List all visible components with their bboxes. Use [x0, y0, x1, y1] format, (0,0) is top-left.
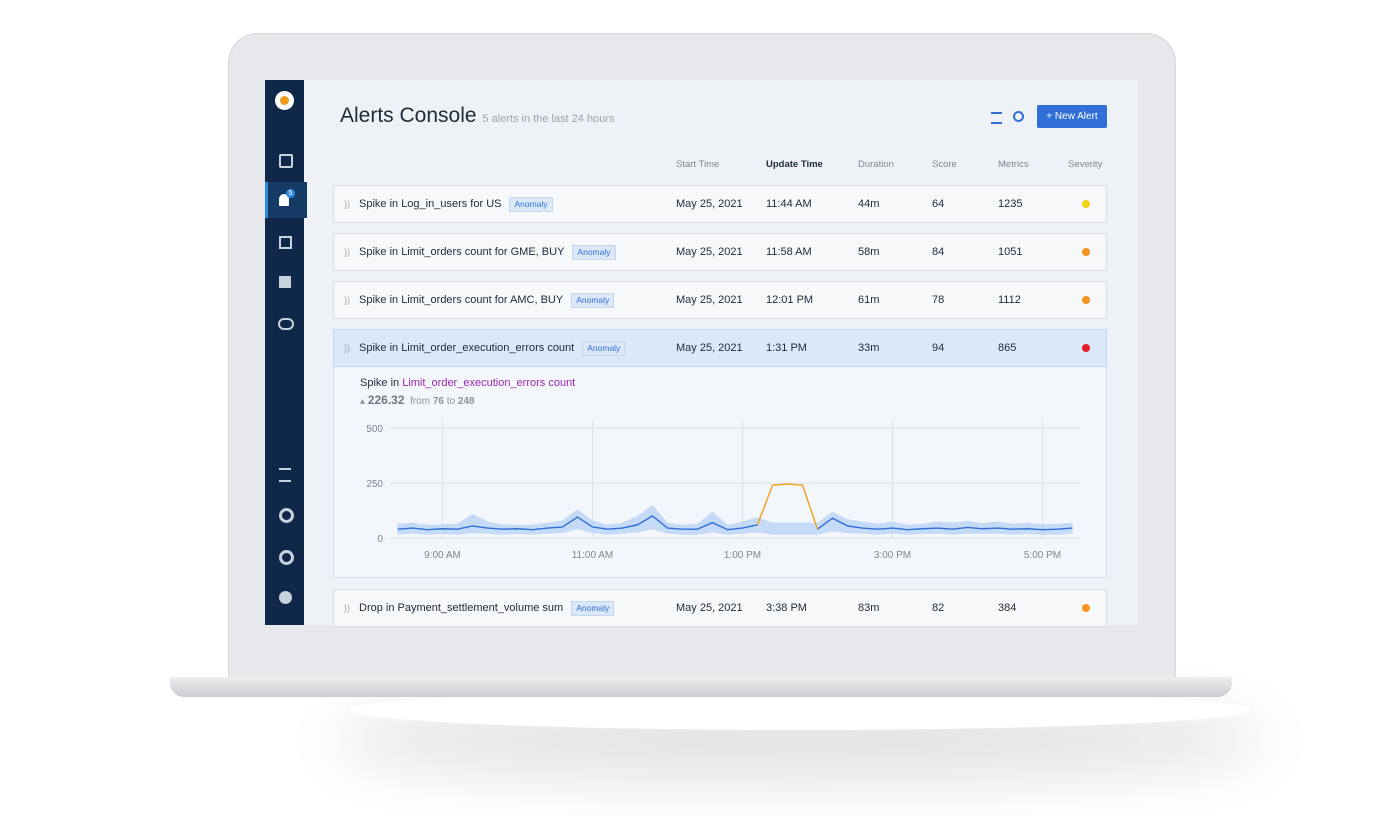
detail-change: ▴ 226.32 from 76 to 248 [360, 393, 475, 407]
alert-name: Spike in Limit_order_execution_errors co… [359, 330, 626, 366]
tag: Anomaly [571, 292, 615, 308]
tag: Anomaly [509, 196, 553, 212]
detail-panel: Spike in Limit_order_execution_errors co… [333, 367, 1107, 578]
to-word: to [446, 396, 456, 407]
alert-row[interactable]: )) Spike in Limit_orders count for AMC, B… [333, 281, 1107, 319]
alert-name: Spike in Limit_orders count for AMC, BUY… [359, 282, 615, 318]
cell: 58m [858, 246, 880, 258]
cell: 78 [932, 294, 945, 306]
alert-title: Spike in Limit_orders count for GME, BUY [359, 246, 565, 258]
cell: 83m [858, 602, 880, 614]
cell: 3:38 PM [766, 602, 807, 614]
cell: May 25, 2021 [676, 342, 743, 354]
alert-row[interactable]: )) Spike in Limit_order_execution_errors … [333, 329, 1107, 367]
cell: May 25, 2021 [676, 602, 743, 614]
column-header: Score [932, 159, 957, 170]
nav-icon[interactable] [279, 154, 293, 168]
refresh-icon[interactable] [1013, 111, 1024, 122]
row-icon: )) [344, 343, 350, 353]
detail-metric[interactable]: Limit_order_execution_errors count [402, 377, 576, 389]
from-word: from [410, 396, 431, 407]
alert-title: Spike in Limit_order_execution_errors co… [359, 342, 575, 354]
tag: Anomaly [582, 340, 626, 356]
column-header: Start Time [676, 159, 720, 170]
tag: Anomaly [572, 244, 616, 260]
column-header[interactable]: Update Time [766, 159, 823, 170]
filter-icon[interactable] [991, 112, 1002, 124]
cell: May 25, 2021 [676, 198, 743, 210]
cell: 84 [932, 246, 945, 258]
nav-icon[interactable] [279, 508, 294, 523]
new-alert-button[interactable]: + New Alert [1037, 105, 1107, 128]
cell: 1051 [998, 246, 1023, 258]
row-icon: )) [344, 199, 350, 209]
cell: 1235 [998, 198, 1023, 210]
column-header: Metrics [998, 159, 1029, 170]
alert-row[interactable]: )) Drop in Payment_settlement_volume sum A… [333, 589, 1107, 627]
nav-icon[interactable] [279, 468, 291, 482]
nav-icon[interactable] [279, 550, 294, 565]
alert-name: Spike in Limit_orders count for GME, BUY… [359, 234, 616, 270]
nav-icon[interactable] [279, 276, 291, 288]
detail-title: Spike in Limit_order_execution_errors co… [360, 377, 575, 389]
alert-title: Drop in Payment_settlement_volume sum [359, 602, 564, 614]
cell: 12:01 PM [766, 294, 814, 306]
cell: 865 [998, 342, 1017, 354]
subtitle: 5 alerts in the last 24 hours [482, 113, 615, 125]
severity-dot [1082, 248, 1090, 256]
nav-icon[interactable] [279, 236, 292, 249]
alert-row[interactable]: )) Spike in Log_in_users for US Anomaly May… [333, 185, 1107, 223]
row-icon: )) [344, 295, 350, 305]
logo [275, 91, 294, 110]
laptop-base [170, 677, 1232, 697]
column-header: Severity [1068, 159, 1103, 170]
alert-name: Spike in Log_in_users for US Anomaly [359, 186, 553, 222]
nav-icon[interactable] [279, 194, 289, 206]
page-title: Alerts Console 5 alerts in the last 24 h… [340, 104, 614, 128]
alert-row[interactable]: )) Spike in Limit_orders count for GME, B… [333, 233, 1107, 271]
cell: May 25, 2021 [676, 246, 743, 258]
from-value: 76 [432, 396, 444, 407]
sidebar: 5 [265, 80, 307, 625]
cell: 82 [932, 602, 945, 614]
severity-dot [1082, 296, 1090, 304]
alert-title: Spike in Limit_orders count for AMC, BUY [359, 294, 564, 306]
detail-prefix: Spike in [360, 377, 400, 389]
cell: 33m [858, 342, 880, 354]
title: Alerts Console [340, 104, 477, 127]
button-label: New Alert [1054, 111, 1098, 122]
to-value: 248 [457, 396, 475, 407]
cell: 44m [858, 198, 880, 210]
cell: 94 [932, 342, 945, 354]
change: 226.32 [367, 393, 405, 407]
severity-dot [1082, 200, 1090, 208]
badge: 5 [286, 189, 295, 198]
alert-name: Drop in Payment_settlement_volume sum Ano… [359, 590, 615, 626]
column-header: Duration [858, 159, 894, 170]
cell: 11:58 AM [766, 246, 812, 258]
cell: 64 [932, 198, 945, 210]
tag: Anomaly [571, 600, 615, 616]
cell: 61m [858, 294, 880, 306]
severity-dot [1082, 604, 1090, 612]
nav-icon[interactable] [278, 318, 294, 330]
alert-title: Spike in Log_in_users for US [359, 198, 502, 210]
row-icon: )) [344, 603, 350, 613]
cell: 384 [998, 602, 1017, 614]
nav-icon[interactable] [279, 591, 292, 604]
severity-dot [1082, 344, 1090, 352]
cell: 11:44 AM [766, 198, 812, 210]
cell: 1112 [998, 294, 1021, 306]
cell: 1:31 PM [766, 342, 807, 354]
cell: May 25, 2021 [676, 294, 743, 306]
row-icon: )) [344, 247, 350, 257]
